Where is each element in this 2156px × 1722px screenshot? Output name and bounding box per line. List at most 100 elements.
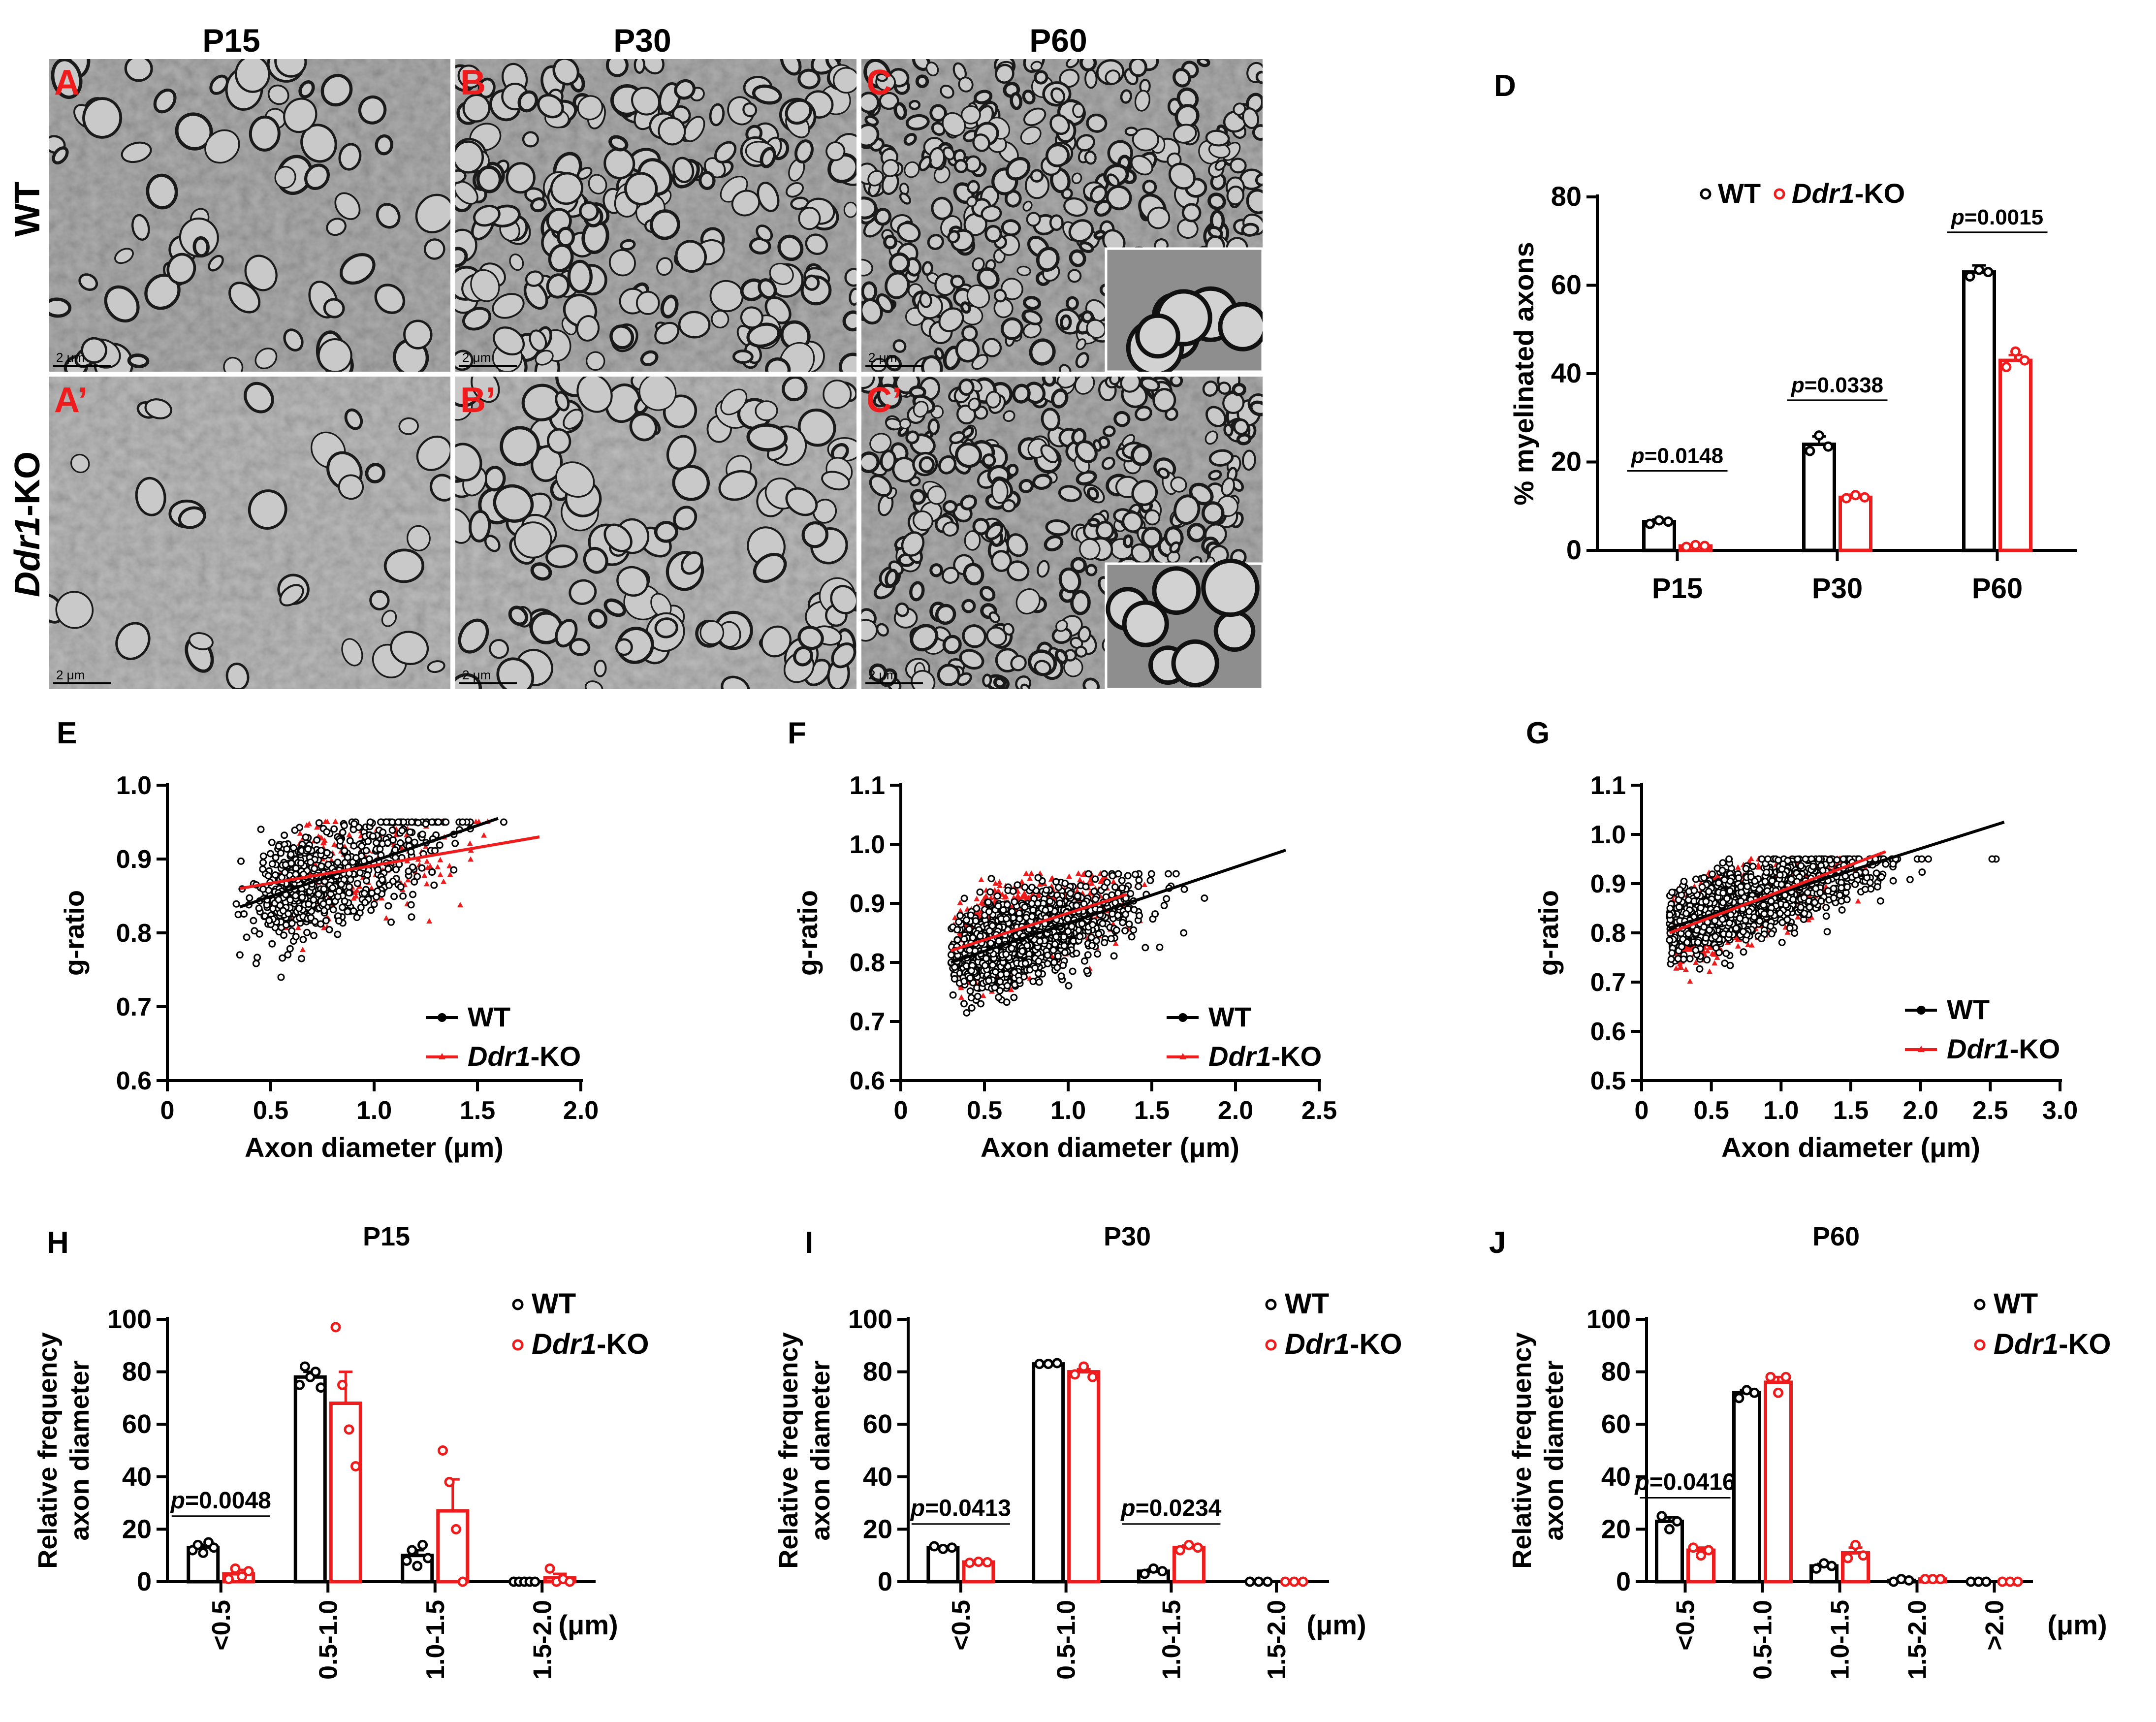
scatter-point-wt: [1049, 946, 1057, 954]
myelinated-axon: [1217, 382, 1232, 395]
myelinated-axon: [1207, 192, 1226, 210]
scatter-point-wt: [323, 849, 331, 857]
myelinated-axon: [81, 337, 107, 364]
scatter-point-wt: [1008, 908, 1016, 916]
scatter-point-wt: [436, 841, 444, 849]
myelinated-axon: [1022, 200, 1033, 212]
scatter-point-wt: [353, 914, 361, 922]
myelinated-axon: [1086, 319, 1106, 339]
myelinated-axon: [341, 638, 363, 667]
myelinated-axon: [381, 609, 397, 627]
myelinated-axon: [584, 680, 603, 689]
myelinated-axon: [698, 171, 716, 190]
myelinated-axon: [1069, 249, 1086, 267]
scatter-point-wt: [311, 864, 318, 872]
myelinated-axon: [204, 129, 240, 164]
myelinated-axon: [666, 435, 697, 470]
scatter-point-wt: [340, 822, 348, 829]
myelinated-axon: [993, 676, 1006, 689]
myelinated-axon: [375, 134, 393, 156]
scatter-point-wt: [352, 854, 360, 861]
myelinated-axon: [1066, 59, 1079, 68]
myelinated-axon: [546, 428, 571, 454]
scatter-point-wt: [283, 845, 291, 853]
myelinated-axon: [546, 208, 572, 234]
myelinated-axon: [283, 97, 317, 133]
data-point: [1823, 441, 1834, 452]
myelinated-axon: [675, 240, 707, 273]
bar-wt: [1802, 443, 1836, 552]
data-point: [1841, 493, 1852, 504]
scatter-point-ko: [441, 878, 447, 884]
myelinated-axon: [1134, 90, 1150, 112]
scatter-point-wt: [1061, 949, 1069, 957]
myelinated-axon: [1101, 456, 1115, 470]
scatter-point-wt: [335, 917, 343, 925]
scatter-point-wt: [949, 991, 957, 999]
scatter-point-wt: [963, 1009, 971, 1017]
myelinated-axon: [960, 494, 977, 510]
myelinated-axon: [254, 348, 278, 370]
myelinated-axon: [579, 201, 599, 222]
myelinated-axon: [555, 461, 595, 498]
scatter-point-wt: [279, 954, 286, 962]
scatter-point-wt: [369, 832, 377, 840]
myelinated-axon: [921, 261, 933, 276]
myelinated-axon: [1249, 400, 1263, 416]
scatter-point-wt: [1074, 892, 1081, 900]
panel-letter: F: [788, 716, 806, 750]
myelinated-axon: [70, 453, 90, 474]
myelinated-axon: [966, 180, 980, 194]
myelinated-axon: [740, 306, 763, 329]
myelinated-axon: [455, 169, 467, 184]
myelinated-axon: [1205, 430, 1218, 445]
myelinated-axon: [374, 284, 406, 314]
myelinated-axon: [991, 479, 1009, 504]
scatter-point-wt: [399, 892, 407, 900]
myelinated-axon: [1122, 534, 1134, 548]
scatter-point-wt: [967, 994, 975, 1002]
myelinated-axon: [556, 226, 575, 248]
scatter-point-wt: [370, 900, 378, 908]
scatter-point-wt: [336, 837, 344, 845]
scatter-point-wt: [1073, 950, 1080, 957]
myelinated-axon: [563, 409, 584, 430]
scatter-point-wt: [257, 826, 265, 833]
scatter-point-wt: [1141, 944, 1149, 952]
myelinated-axon: [166, 253, 196, 285]
scatter-point-wt: [442, 818, 450, 826]
myelinated-axon: [1034, 70, 1048, 85]
scatter-point-wt: [364, 837, 372, 845]
scatter-point-wt: [254, 954, 261, 961]
scatter-point-wt: [288, 920, 296, 927]
scatter-point-wt: [339, 829, 347, 836]
scatter-point-wt: [1201, 894, 1208, 902]
myelinated-axon: [567, 259, 593, 293]
myelinated-axon: [1223, 423, 1234, 437]
x-tick-label: 1.5: [460, 1096, 495, 1125]
myelinated-axon: [462, 307, 492, 331]
p-value-label: p=0.0015: [1951, 205, 2043, 229]
myelinated-axon: [964, 155, 982, 173]
scatter-point-wt: [307, 914, 315, 922]
myelinated-axon: [1079, 59, 1097, 72]
scatter-point-wt: [317, 920, 324, 928]
scatter-point-wt: [346, 837, 354, 845]
scatter-point-wt: [1094, 950, 1102, 958]
scatter-point-wt: [1082, 883, 1090, 891]
myelinated-axon: [966, 195, 978, 208]
myelinated-axon: [1090, 185, 1108, 204]
myelinated-axon: [615, 638, 633, 656]
myelinated-axon: [1072, 102, 1085, 118]
scatter-point-wt: [1127, 890, 1135, 897]
scatter-point-wt: [1124, 872, 1132, 880]
myelinated-axon: [462, 94, 491, 123]
myelinated-axon: [785, 98, 812, 125]
scatter-point-wt: [305, 900, 313, 908]
myelinated-axon: [931, 196, 953, 221]
column-header-p30: P30: [613, 22, 671, 59]
myelinated-axon: [594, 659, 607, 677]
myelinated-axon: [530, 562, 552, 581]
scatter-point-wt: [387, 918, 395, 926]
myelinated-axon: [244, 382, 274, 414]
